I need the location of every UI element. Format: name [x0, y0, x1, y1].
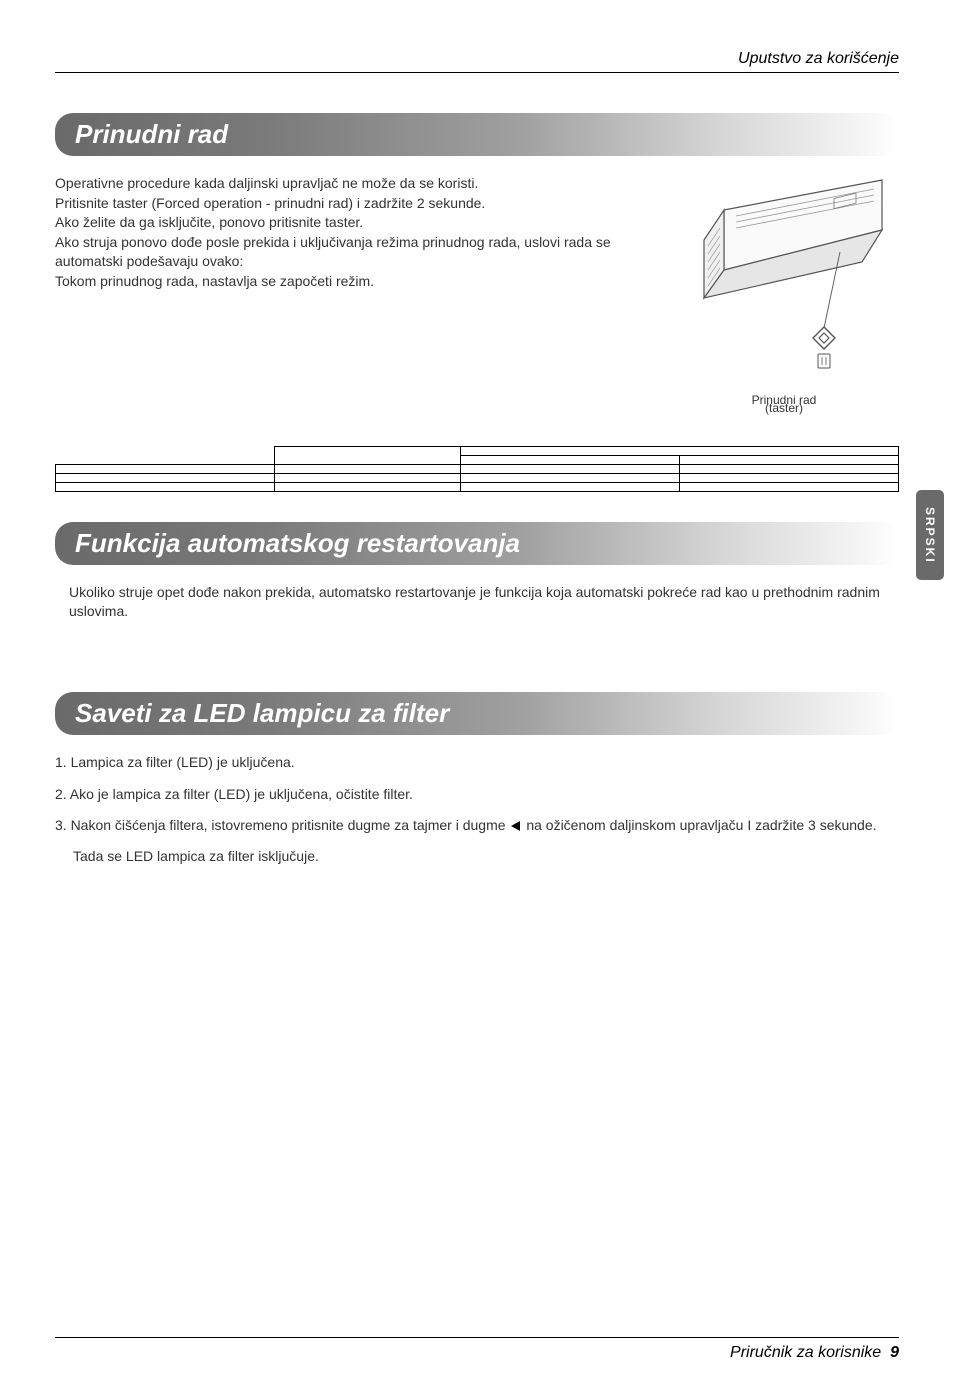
- list-item-continuation: Tada se LED lampica za filter isključuje…: [55, 848, 899, 864]
- restart-paragraph: Ukoliko struje opet dođe nakon prekida, …: [69, 583, 899, 622]
- cell: [275, 482, 460, 491]
- cell: [460, 482, 679, 491]
- table-row: [56, 464, 899, 473]
- table-row: [56, 446, 899, 455]
- figure-caption-line2: (taster): [669, 401, 899, 415]
- footer: Priručnik za korisnike 9: [55, 1337, 899, 1362]
- cell: [460, 464, 679, 473]
- list-item-part-a: 3. Nakon čišćenja filtera, istovremeno p…: [55, 817, 509, 833]
- cell: [275, 473, 460, 482]
- col-subheader: [460, 455, 679, 464]
- footer-rule: [55, 1337, 899, 1338]
- cell: [679, 482, 898, 491]
- cell: [679, 473, 898, 482]
- section-banner-prinudni-rad: Prinudni rad: [55, 113, 899, 156]
- header-rule: [55, 72, 899, 73]
- list-item-part-b: na ožičenom daljinskom upravljaču I zadr…: [522, 817, 876, 833]
- intro-paragraph: Operativne procedure kada daljinski upra…: [55, 174, 649, 416]
- ac-unit-icon: [674, 174, 894, 394]
- left-arrow-icon: [511, 821, 520, 831]
- modes-table: [55, 446, 899, 492]
- row-header: [56, 464, 275, 473]
- list-item: 2. Ako je lampica za filter (LED) je ukl…: [55, 785, 899, 805]
- list-item: 3. Nakon čišćenja filtera, istovremeno p…: [55, 816, 899, 836]
- col-subheader: [679, 455, 898, 464]
- cell: [275, 464, 460, 473]
- cell: [679, 464, 898, 473]
- col-header: [275, 446, 460, 464]
- list-item: 1. Lampica za filter (LED) je uključena.: [55, 753, 899, 773]
- language-tab-label: SRPSKI: [923, 507, 937, 564]
- col-header: [460, 446, 898, 455]
- page-number: 9: [890, 1344, 899, 1361]
- section-banner-restart: Funkcija automatskog restartovanja: [55, 522, 899, 565]
- cell: [460, 473, 679, 482]
- device-figure: Prinudni rad (taster): [669, 174, 899, 416]
- section-title: Prinudni rad: [75, 119, 228, 149]
- header-doc-title: Uputstvo za korišćenje: [55, 50, 899, 68]
- row-header: [56, 482, 275, 491]
- language-tab: SRPSKI: [916, 490, 944, 580]
- table-row: [56, 482, 899, 491]
- section-title: Funkcija automatskog restartovanja: [75, 528, 520, 558]
- table-row: [56, 473, 899, 482]
- row-header: [56, 473, 275, 482]
- section-title: Saveti za LED lampicu za filter: [75, 698, 449, 728]
- section-banner-led: Saveti za LED lampicu za filter: [55, 692, 899, 735]
- footer-text: Priručnik za korisnike: [730, 1344, 881, 1361]
